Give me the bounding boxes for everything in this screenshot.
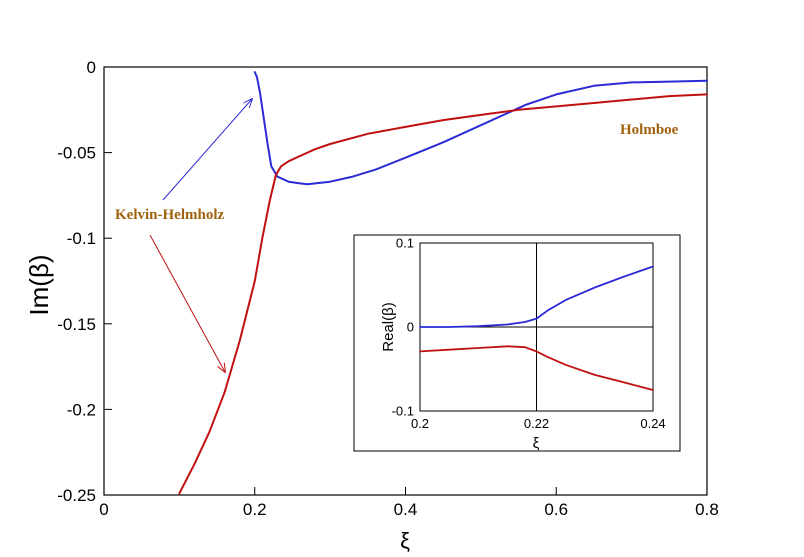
main-y-tick-label: -0.1 (67, 229, 96, 248)
inset-series-line-blue (419, 265, 654, 328)
inset-x-tick-label: 0.22 (524, 416, 549, 431)
inset-x-axis-title: ξ (533, 435, 540, 452)
main-y-tick-label: 0 (87, 58, 96, 77)
kelvin-helmholz-arrow-upper (162, 99, 252, 201)
main-x-tick-label: 0.4 (394, 500, 418, 519)
main-y-tick-label: -0.05 (57, 144, 96, 163)
main-x-tick-label: 0.2 (243, 500, 267, 519)
inset-series-group (419, 265, 654, 391)
inset-x-tick-label: 0.24 (640, 416, 665, 431)
inset-y-tick-label: 0.1 (396, 236, 414, 251)
main-series-line-red (178, 93, 708, 495)
inset-y-tick-label: -0.1 (392, 404, 414, 419)
inset-series-line-red (419, 345, 654, 391)
kelvin-helmholz-arrow-lower (149, 234, 225, 372)
inset-y-axis-title: Real(β) (380, 302, 397, 351)
inset-panel (353, 234, 681, 452)
main-axis-ticks: 0 0.2 0.4 0.6 0.8 0 -0.05 -0.1 -0.15 -0.2 -0.25 (57, 58, 719, 519)
main-y-axis-title: Im(β) (24, 254, 54, 315)
main-x-tick-label: 0.8 (695, 500, 719, 519)
main-y-tick-label: -0.2 (67, 400, 96, 419)
main-series-group (178, 71, 708, 495)
inset-x-tick-label: 0.2 (411, 416, 429, 431)
kelvin-helmholz-label: Kelvin-Helmholz (115, 207, 224, 223)
holmboe-label: Holmboe (620, 122, 679, 138)
main-series-line-blue (253, 71, 708, 186)
main-y-tick-label: -0.25 (57, 486, 96, 505)
main-x-tick-label: 0.6 (544, 500, 568, 519)
inset-axis-ticks: 0.2 0.22 0.24 0.1 0 -0.1 (392, 236, 666, 431)
main-y-tick-label: -0.15 (57, 315, 96, 334)
inset-y-tick-label: 0 (407, 320, 414, 335)
main-x-axis-title: ξ (400, 528, 410, 553)
main-x-tick-label: 0 (99, 500, 108, 519)
